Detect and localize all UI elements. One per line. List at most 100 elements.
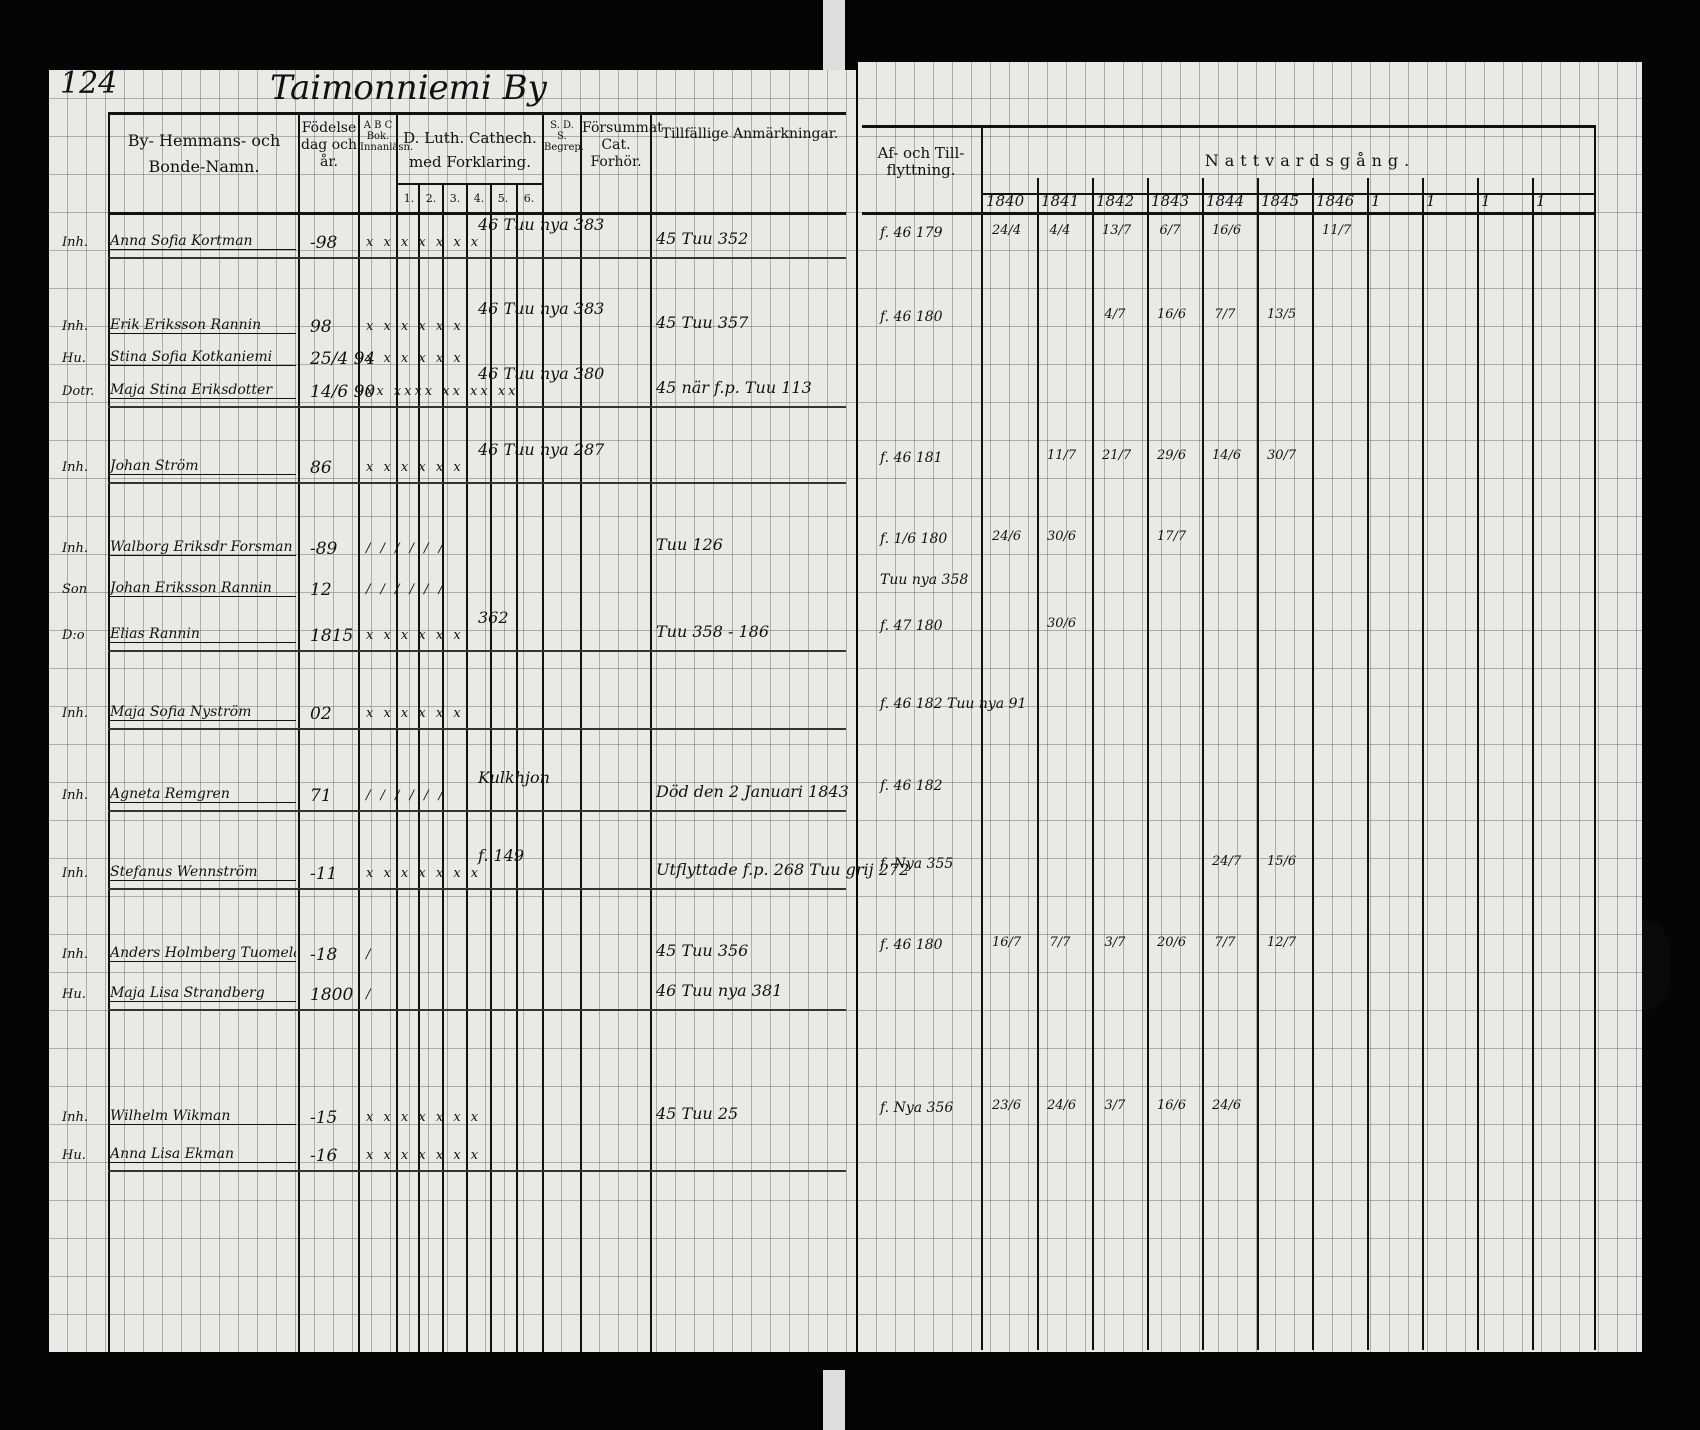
row-role: Dotr. — [62, 384, 95, 399]
communion-date: 15/6 — [1267, 854, 1297, 869]
row-name: Johan Eriksson Rannin — [110, 580, 296, 597]
row-role: Inh. — [62, 460, 89, 475]
row-name: Stina Sofia Kotkaniemi — [110, 349, 296, 366]
row-name: Walborg Eriksdr Forsman — [110, 539, 296, 556]
row-catechism-marks: / — [366, 987, 374, 1002]
row-role: Inh. — [62, 235, 89, 250]
row-rule — [108, 888, 846, 890]
row-birth: 02 — [310, 704, 332, 724]
row-birth: 12 — [310, 580, 332, 600]
row-note: 362 — [478, 608, 509, 627]
left-page — [49, 70, 856, 1352]
row-remark: Tuu 126 — [656, 535, 723, 554]
row-role: Inh. — [62, 1110, 89, 1125]
communion-year-label: 1 — [1371, 192, 1381, 210]
communion-date: 24/6 — [1212, 1098, 1242, 1113]
row-rule — [108, 1170, 846, 1172]
row-role: Hu. — [62, 351, 86, 366]
column-rule — [1594, 125, 1596, 1350]
communion-date: 16/6 — [1157, 307, 1187, 322]
row-catechism-marks: x x x x x x x — [366, 1110, 482, 1125]
row-move: f. 46 179 — [880, 225, 943, 241]
column-rule — [1367, 178, 1369, 1350]
right-page — [858, 62, 1642, 1352]
communion-date: 3/7 — [1104, 1098, 1126, 1113]
row-rule — [108, 482, 846, 484]
communion-date: 30/6 — [1047, 529, 1077, 544]
row-move: f. 46 182 Tuu nya 91 — [880, 696, 1027, 712]
row-remark: 45 när f.p. Tuu 113 — [656, 378, 812, 397]
catechism-part-label: 1. — [403, 192, 415, 205]
column-rule — [396, 112, 398, 1352]
row-rule — [108, 406, 846, 408]
row-birth: 98 — [310, 317, 332, 337]
communion-date: 30/7 — [1267, 448, 1297, 463]
row-note: 46 Tuu nya 383 — [478, 215, 605, 234]
header-abc: A B C Bok. Innanläsn. — [360, 120, 414, 153]
row-birth: 86 — [310, 458, 332, 478]
communion-date: 14/6 — [1212, 448, 1242, 463]
row-rule — [108, 810, 846, 812]
row-role: Inh. — [62, 788, 89, 803]
communion-date: 7/7 — [1214, 307, 1236, 322]
communion-date: 16/6 — [1212, 223, 1242, 238]
header-moves: Af- och Till-flyttning. — [877, 144, 965, 179]
row-name: Johan Ström — [110, 458, 296, 475]
column-rule — [1477, 178, 1479, 1350]
row-birth: 14/6 90 — [310, 382, 376, 402]
row-name: Anna Lisa Ekman — [110, 1146, 296, 1163]
row-birth: -15 — [310, 1108, 338, 1128]
column-rule — [542, 112, 544, 1352]
row-name: Agneta Remgren — [110, 786, 296, 803]
row-move: f. 47 180 — [880, 618, 943, 634]
row-role: Inh. — [62, 541, 89, 556]
row-birth: -11 — [310, 864, 338, 884]
communion-year-label: 1840 — [986, 192, 1025, 210]
column-rule — [466, 185, 468, 1352]
header-sds: S. D. S. Begrep. — [544, 120, 584, 153]
row-move: f. Nya 356 — [880, 1100, 954, 1116]
year-rule — [981, 193, 1594, 195]
row-name: Anders Holmberg Tuomela — [110, 945, 296, 962]
row-birth: 71 — [310, 786, 332, 806]
header-catechism: D. Luth. Cathech. med Forklaring. — [403, 129, 537, 171]
row-remark: Utflyttade f.p. 268 Tuu grij 272 — [656, 860, 910, 879]
communion-year-label: 1842 — [1096, 192, 1135, 210]
communion-date: 4/7 — [1104, 307, 1126, 322]
row-note: f. 149 — [478, 846, 525, 865]
row-rule — [108, 257, 846, 259]
row-rule — [108, 650, 846, 652]
row-role: Inh. — [62, 947, 89, 962]
row-catechism-marks: / / / / / / — [366, 541, 446, 556]
row-remark: Tuu 358 - 186 — [656, 622, 770, 641]
row-move: Tuu nya 358 — [880, 572, 969, 588]
row-role: D:o — [62, 628, 85, 643]
communion-year-label: 1 — [1426, 192, 1436, 210]
row-birth: -98 — [310, 233, 338, 253]
row-note: Kulkhjon — [478, 768, 550, 787]
communion-date: 24/6 — [1047, 1098, 1077, 1113]
village-title: Taimonniemi By — [270, 68, 547, 108]
row-move: f. 46 181 — [880, 450, 943, 466]
row-birth: 1800 — [310, 985, 354, 1005]
column-rule — [981, 125, 983, 1350]
communion-year-label: 1841 — [1041, 192, 1080, 210]
communion-year-label: 1 — [1481, 192, 1491, 210]
row-role: Inh. — [62, 319, 89, 334]
communion-date: 4/4 — [1049, 223, 1071, 238]
row-name: Maja Stina Eriksdotter — [110, 382, 296, 399]
column-rule — [108, 112, 110, 1352]
row-rule — [108, 728, 846, 730]
column-rule — [1147, 178, 1149, 1350]
row-remark: 45 Tuu 25 — [656, 1104, 739, 1123]
catechism-part-label: 2. — [425, 192, 437, 205]
row-name: Erik Eriksson Rannin — [110, 317, 296, 334]
row-catechism-marks: / / / / / / — [366, 788, 446, 803]
right-header-bottom-rule — [862, 212, 1594, 215]
catechism-subrule — [396, 183, 542, 185]
communion-date: 24/6 — [992, 529, 1022, 544]
column-rule — [650, 112, 652, 1352]
row-catechism-marks: x x x x x x — [366, 628, 464, 643]
communion-date: 12/7 — [1267, 935, 1297, 950]
communion-date: 13/5 — [1267, 307, 1297, 322]
